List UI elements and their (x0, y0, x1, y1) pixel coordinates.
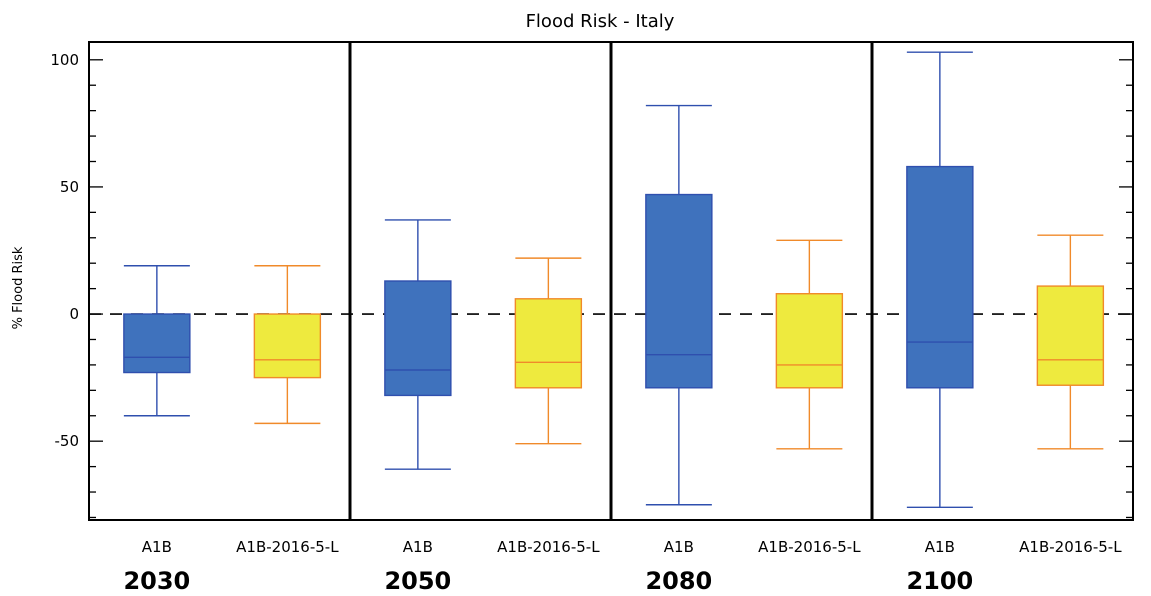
box-a1b-2016-5-l (775, 293, 844, 389)
y-axis-label: % Flood Risk (11, 246, 26, 329)
x-category-label: A1B-2016-5-L (758, 538, 861, 556)
x-category-label: A1B-2016-5-L (1019, 538, 1122, 556)
box-a1b (384, 280, 452, 397)
box-a1b-2016-5-l (1036, 285, 1105, 386)
group-label: 2030 (123, 567, 190, 595)
x-category-label: A1B (664, 538, 694, 556)
x-category-label: A1B-2016-5-L (497, 538, 600, 556)
x-category-label: A1B (403, 538, 433, 556)
y-tick-label: 0 (69, 305, 79, 323)
y-tick-label: 50 (60, 178, 79, 196)
box-a1b-2016-5-l (253, 313, 322, 379)
group-label: 2080 (645, 567, 712, 595)
group-label: 2100 (906, 567, 973, 595)
plot-area: -50 0 50 100 A1B A1B A1B A1B A1B-2016-5-L A1B-201… (50, 41, 1134, 595)
y-tick-label: -50 (55, 432, 80, 450)
chart-title: Flood Risk - Italy (526, 11, 675, 32)
y-tick-label: 100 (50, 51, 79, 69)
box-a1b (645, 193, 713, 389)
x-category-label: A1B-2016-5-L (236, 538, 339, 556)
group-label: 2050 (384, 567, 451, 595)
x-category-label: A1B (142, 538, 172, 556)
x-category-label: A1B (925, 538, 955, 556)
box-a1b (906, 165, 974, 389)
box-a1b (123, 313, 191, 374)
box-a1b-2016-5-l (514, 298, 583, 389)
